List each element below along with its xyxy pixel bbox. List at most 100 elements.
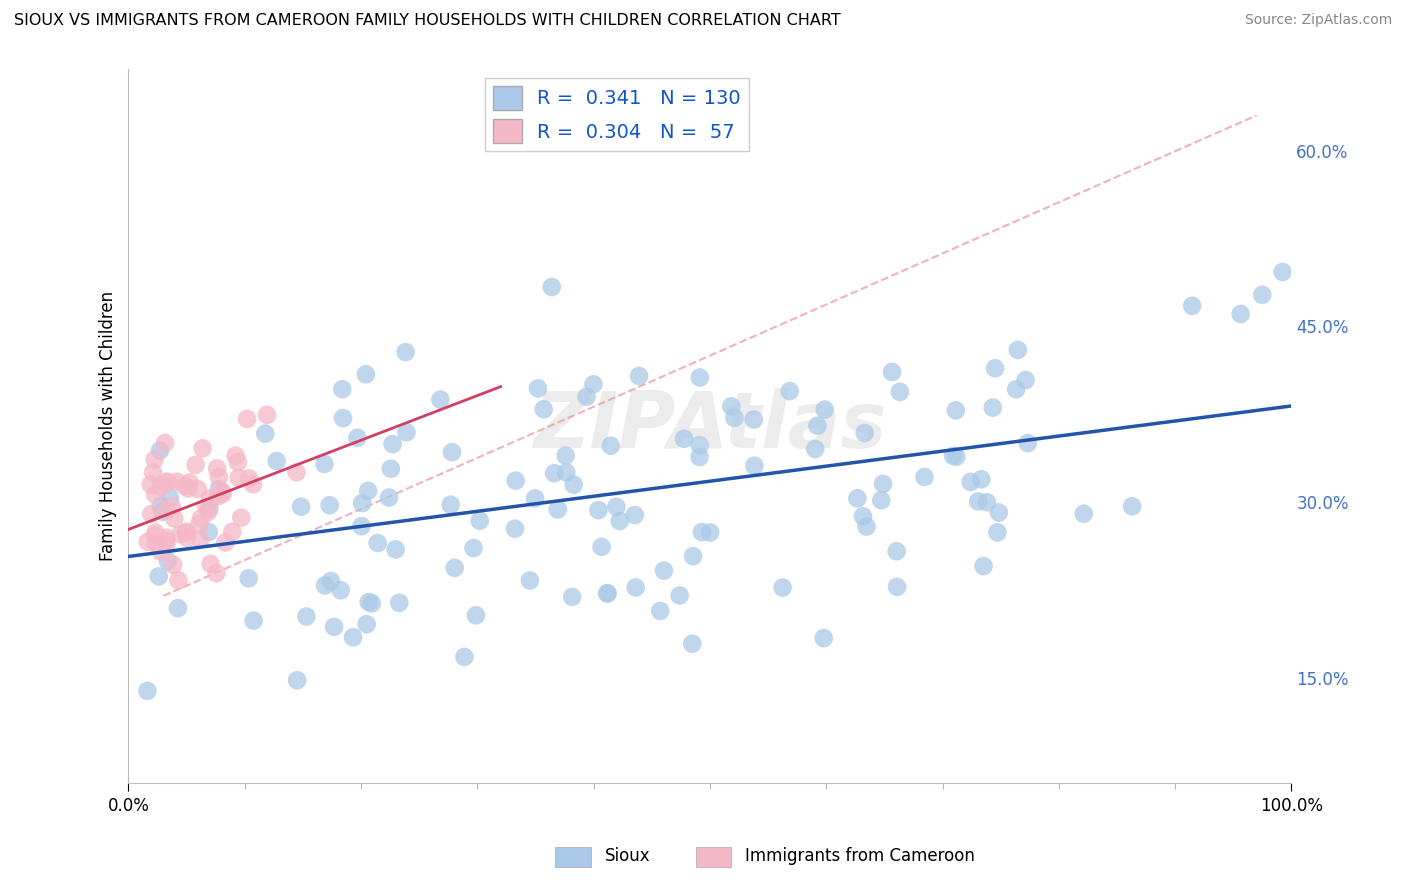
Point: [346, 431, 368, 445]
Point: [889, 384, 911, 399]
Point: [599, 439, 621, 453]
Point: [143, 529, 166, 543]
Point: [221, 524, 243, 539]
Text: Sioux: Sioux: [605, 847, 650, 865]
Point: [295, 609, 318, 624]
Point: [330, 382, 353, 396]
Point: [342, 630, 364, 644]
Point: [166, 475, 188, 489]
Text: SIOUX VS IMMIGRANTS FROM CAMEROON FAMILY HOUSEHOLDS WITH CHILDREN CORRELATION CH: SIOUX VS IMMIGRANTS FROM CAMEROON FAMILY…: [14, 13, 841, 29]
Point: [169, 527, 191, 541]
Point: [174, 479, 197, 493]
Point: [148, 569, 170, 583]
Point: [723, 410, 745, 425]
Point: [354, 368, 377, 382]
Point: [561, 590, 583, 604]
Point: [176, 524, 198, 539]
Point: [285, 673, 308, 688]
Point: [208, 482, 231, 496]
Point: [942, 449, 965, 463]
Point: [395, 345, 418, 359]
Point: [367, 536, 389, 550]
Point: [984, 361, 1007, 376]
Point: [699, 525, 721, 540]
Point: [155, 531, 177, 545]
Point: [976, 495, 998, 509]
Point: [575, 390, 598, 404]
Point: [329, 583, 352, 598]
Point: [149, 443, 172, 458]
Point: [162, 558, 184, 572]
Point: [742, 412, 765, 426]
Point: [624, 581, 647, 595]
Point: [527, 381, 550, 395]
Legend: R =  0.341   N = 130, R =  0.304   N =  57: R = 0.341 N = 130, R = 0.304 N = 57: [485, 78, 749, 151]
Point: [986, 525, 1008, 540]
Point: [453, 649, 475, 664]
Point: [652, 564, 675, 578]
Text: Immigrants from Cameroon: Immigrants from Cameroon: [745, 847, 974, 865]
Point: [588, 503, 610, 517]
Point: [179, 475, 201, 490]
Point: [200, 557, 222, 571]
Point: [814, 402, 837, 417]
Point: [188, 517, 211, 532]
Point: [190, 511, 212, 525]
Point: [226, 455, 249, 469]
Point: [624, 508, 647, 522]
Point: [236, 412, 259, 426]
Point: [214, 535, 236, 549]
Point: [555, 466, 578, 480]
Point: [350, 519, 373, 533]
Point: [145, 525, 167, 540]
Point: [352, 496, 374, 510]
Point: [689, 450, 711, 464]
Point: [149, 499, 172, 513]
Point: [228, 471, 250, 485]
Point: [886, 580, 908, 594]
Point: [468, 514, 491, 528]
Point: [198, 524, 221, 539]
Point: [689, 438, 711, 452]
Point: [150, 545, 173, 559]
Point: [524, 491, 547, 506]
Point: [1121, 500, 1143, 514]
Point: [242, 477, 264, 491]
Point: [143, 488, 166, 502]
Point: [155, 475, 177, 489]
Point: [681, 637, 703, 651]
Point: [187, 482, 209, 496]
Point: [381, 437, 404, 451]
Point: [973, 559, 995, 574]
Point: [238, 471, 260, 485]
Point: [207, 489, 229, 503]
Point: [242, 614, 264, 628]
Point: [689, 370, 711, 384]
Point: [1229, 307, 1251, 321]
Point: [378, 491, 401, 505]
Point: [323, 620, 346, 634]
Point: [314, 578, 336, 592]
Point: [208, 470, 231, 484]
Point: [582, 377, 605, 392]
Point: [443, 561, 465, 575]
Point: [163, 511, 186, 525]
Point: [779, 384, 801, 399]
Point: [357, 483, 380, 498]
Point: [465, 608, 488, 623]
Point: [156, 554, 179, 568]
Point: [1251, 288, 1274, 302]
Point: [360, 596, 382, 610]
Point: [160, 500, 183, 514]
Point: [1007, 343, 1029, 357]
Point: [384, 542, 406, 557]
Point: [254, 426, 277, 441]
Point: [197, 505, 219, 519]
Point: [967, 494, 990, 508]
Point: [886, 544, 908, 558]
Point: [547, 502, 569, 516]
Point: [870, 493, 893, 508]
Point: [628, 368, 651, 383]
Point: [429, 392, 451, 407]
Point: [440, 445, 463, 459]
